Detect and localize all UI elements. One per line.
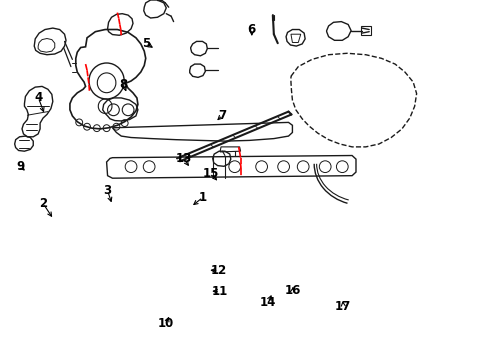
Text: 13: 13	[175, 152, 191, 165]
Text: 4: 4	[34, 91, 42, 104]
Text: 14: 14	[259, 296, 276, 309]
Text: 2: 2	[39, 197, 47, 210]
Text: 8: 8	[120, 78, 127, 91]
Text: 6: 6	[247, 23, 255, 36]
Text: 7: 7	[218, 109, 226, 122]
Text: 10: 10	[158, 317, 174, 330]
Text: 3: 3	[103, 184, 111, 197]
Text: 1: 1	[199, 191, 206, 204]
Text: 12: 12	[210, 264, 226, 277]
Text: 5: 5	[142, 37, 149, 50]
Text: 9: 9	[17, 160, 24, 173]
Text: 17: 17	[334, 300, 351, 312]
Text: 15: 15	[203, 167, 219, 180]
Text: 11: 11	[211, 285, 228, 298]
Text: 16: 16	[284, 284, 300, 297]
